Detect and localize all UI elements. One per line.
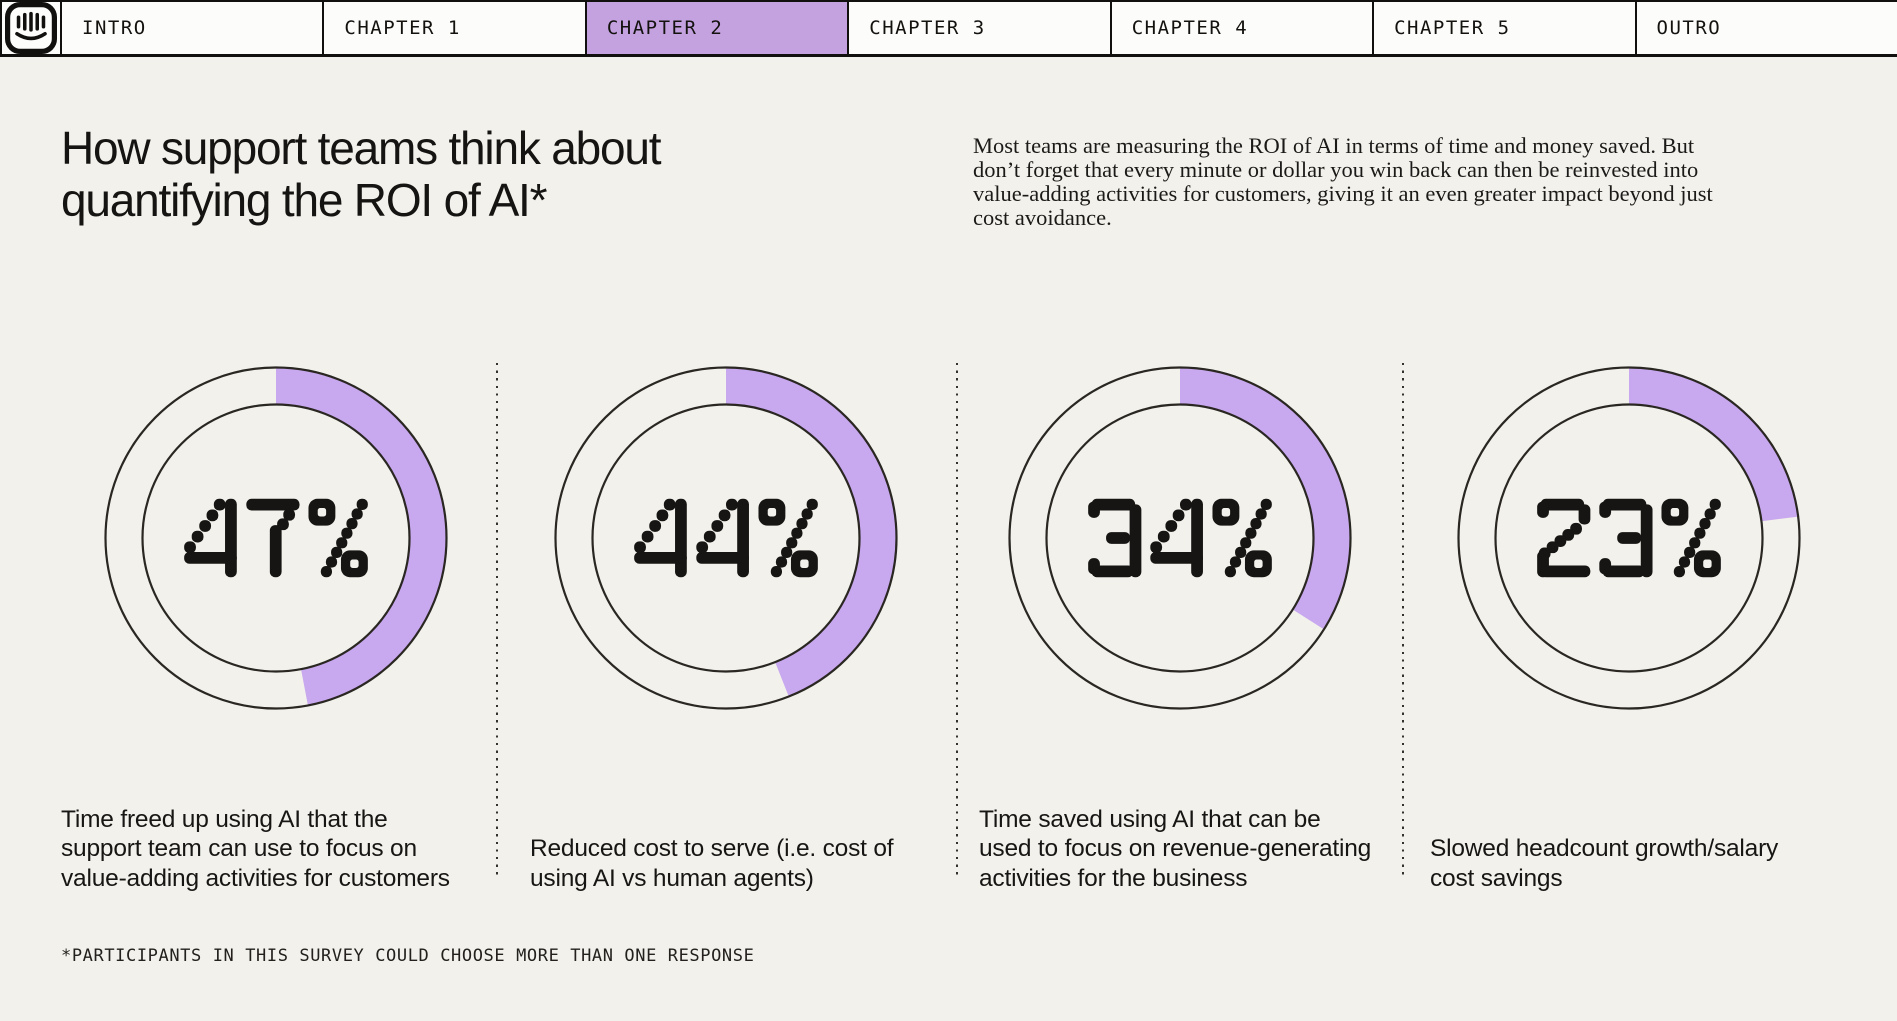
- donut-value: [1088, 498, 1272, 578]
- nav-tab-outro[interactable]: OUTRO: [1656, 17, 1722, 39]
- nav-tab-chapter-1[interactable]: CHAPTER 1: [324, 2, 587, 54]
- donut-chart-23: [1454, 363, 1804, 713]
- nav-tabs: INTRO CHAPTER 1 CHAPTER 2 CHAPTER 3 CHAPTER …: [62, 2, 1897, 54]
- top-nav: INTRO CHAPTER 1 CHAPTER 2 CHAPTER 3 CHAPTER …: [0, 0, 1897, 57]
- donut-value: [184, 498, 368, 578]
- intro-paragraph: Most teams are measuring the ROI of AI i…: [973, 133, 1713, 230]
- dotted-divider: [496, 363, 498, 879]
- donut-chart-47: [101, 363, 451, 713]
- nav-tab-chapter-4[interactable]: CHAPTER 4: [1112, 2, 1375, 54]
- nav-tab-chapter-3[interactable]: CHAPTER 3: [849, 2, 1112, 54]
- chart-label-3: Time saved using AI that can be used to …: [979, 805, 1372, 892]
- intercom-logo-icon: [5, 2, 57, 54]
- nav-tab-intro[interactable]: INTRO: [62, 2, 325, 54]
- chart-label-2: Reduced cost to serve (i.e. cost of usin…: [530, 835, 894, 892]
- chart-label-1: Time freed up using AI that the support …: [61, 805, 450, 892]
- nav-tab-chapter-5[interactable]: CHAPTER 5: [1374, 2, 1637, 54]
- donut-value: [634, 498, 818, 578]
- donut-value: [1537, 498, 1721, 578]
- donut-chart-44: [551, 363, 901, 713]
- page-title: How support teams think about quantifyin…: [61, 122, 662, 226]
- footnote: *PARTICIPANTS IN THIS SURVEY COULD CHOOS…: [61, 946, 755, 966]
- donut-chart-34: [1005, 363, 1355, 713]
- dotted-divider: [1402, 363, 1404, 879]
- nav-tab-chapter-2[interactable]: CHAPTER 2: [586, 2, 850, 54]
- intercom-logo[interactable]: [2, 2, 62, 54]
- dotted-divider: [956, 363, 958, 879]
- chart-label-4: Slowed headcount growth/salary cost savi…: [1430, 835, 1779, 892]
